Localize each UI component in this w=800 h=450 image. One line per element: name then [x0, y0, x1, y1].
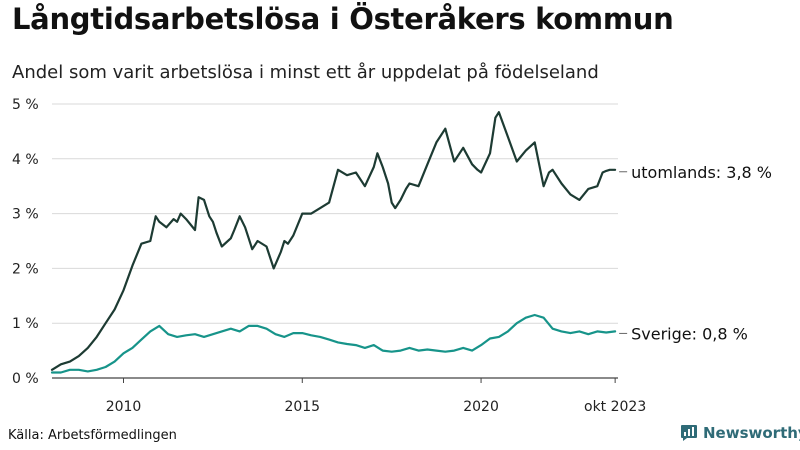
brand-name: Newsworthy: [703, 424, 800, 442]
line-chart: 0 %1 %2 %3 %4 %5 % 2010 2015 2020 okt 2023 …: [12, 97, 772, 415]
x-tick-label: okt 2023: [584, 399, 646, 415]
y-tick-label: 5 %: [12, 97, 39, 113]
series-lines: [50, 111, 617, 374]
x-axis-ticks: 2010 2015 2020 okt 2023: [106, 378, 646, 415]
y-tick-label: 4 %: [12, 152, 39, 168]
y-tick-label: 0 %: [12, 371, 39, 387]
x-tick-label: 2020: [463, 399, 499, 415]
y-axis-ticks: 0 % 1 % 2 % 3 % 4 % 5 %: [12, 97, 39, 387]
newsworthy-logo-icon: [681, 425, 697, 441]
y-tick-label: 2 %: [12, 261, 39, 277]
x-tick-label: 2015: [284, 399, 320, 415]
x-tick-label: 2010: [106, 399, 142, 415]
series-end-labels: utomlands: 3,8 % Sverige: 0,8 %: [619, 163, 772, 343]
gridlines: [52, 103, 618, 379]
series-line-utomlands: [50, 111, 617, 371]
chart-subtitle: Andel som varit arbetslösa i minst ett å…: [12, 62, 599, 83]
y-tick-label: 1 %: [12, 316, 39, 332]
series-line-sverige: [50, 313, 617, 374]
end-label-utomlands: utomlands: 3,8 %: [631, 163, 772, 182]
source-note: Källa: Arbetsförmedlingen: [8, 428, 177, 443]
chart-title: Långtidsarbetslösa i Österåkers kommun: [12, 2, 674, 36]
y-tick-label: 3 %: [12, 207, 39, 223]
end-label-sverige: Sverige: 0,8 %: [631, 324, 748, 343]
newsworthy-logo[interactable]: Newsworthy: [680, 424, 800, 442]
